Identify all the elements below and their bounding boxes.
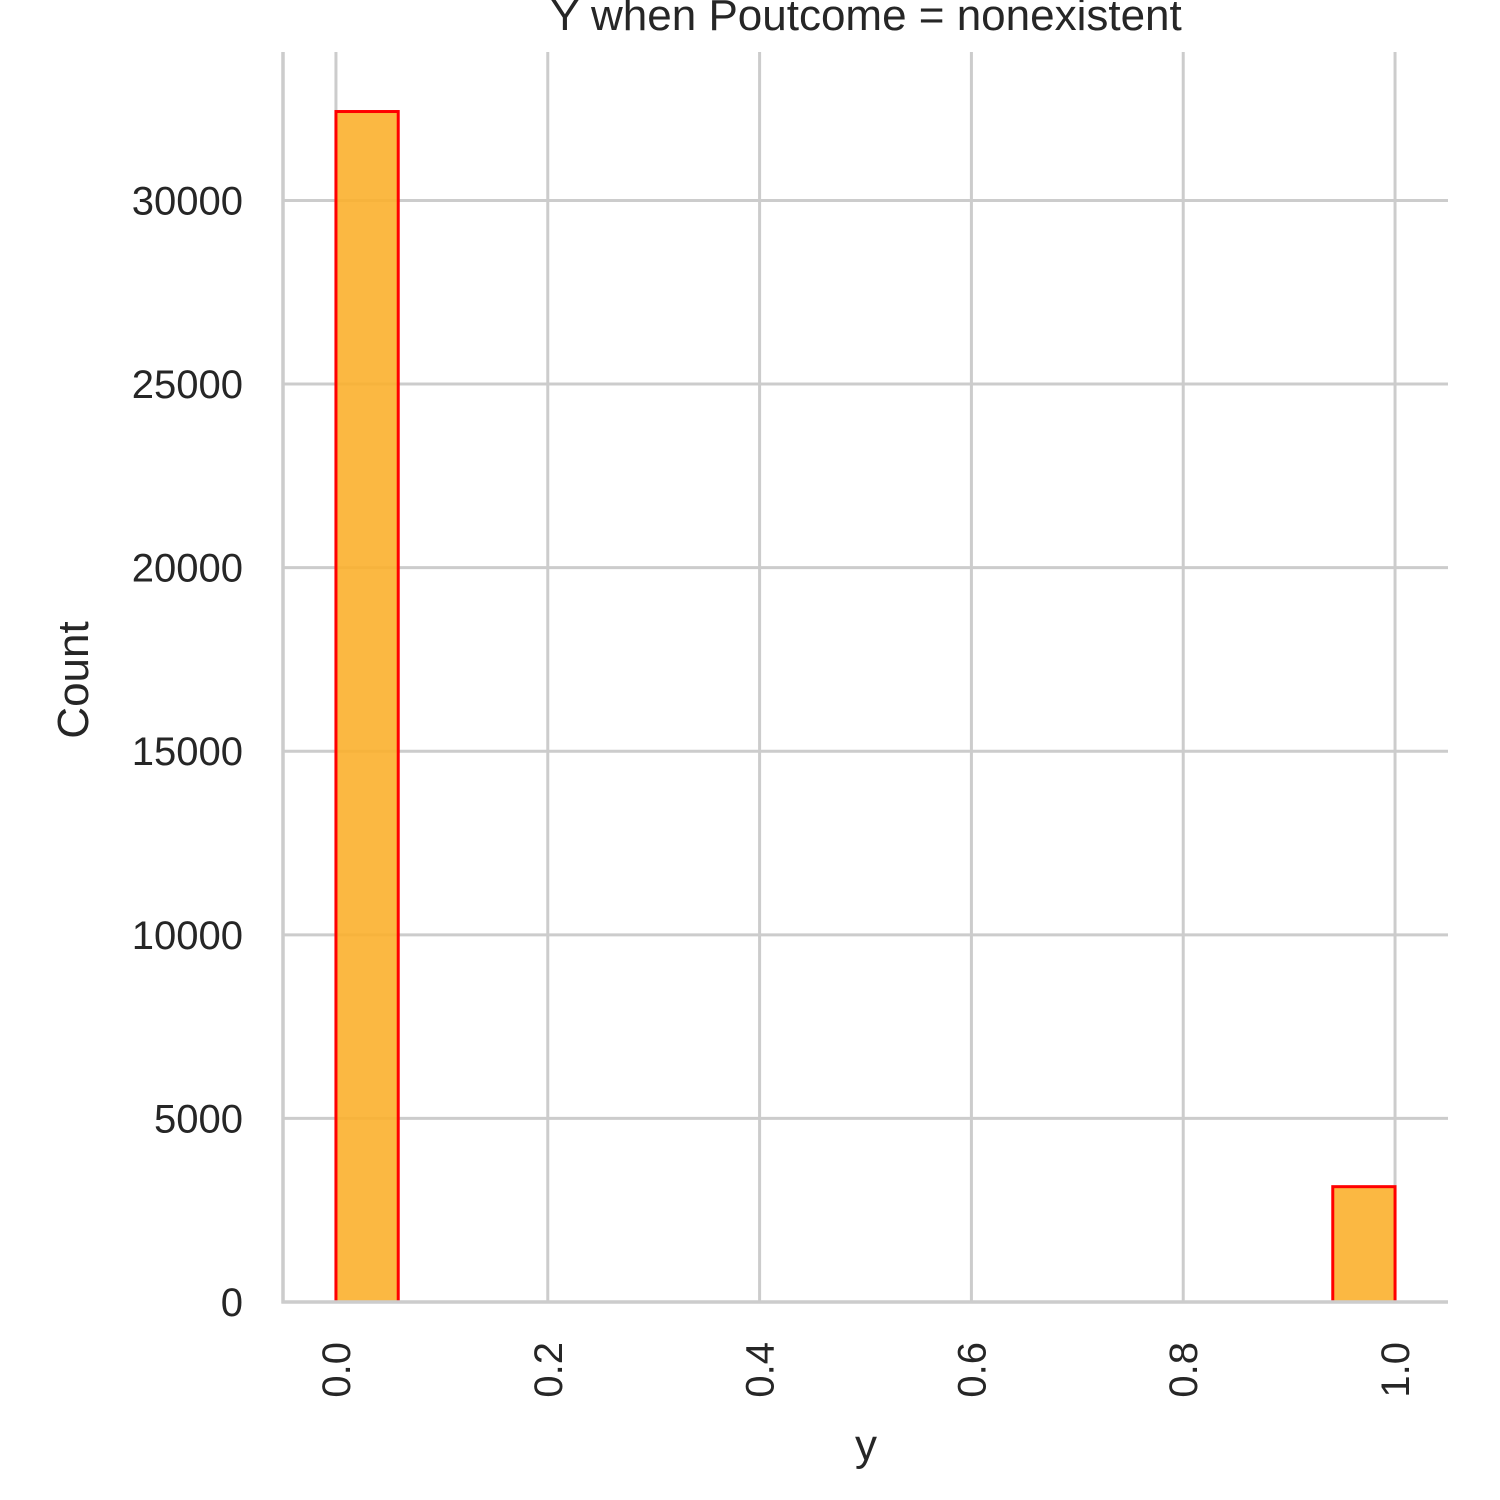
x-axis-label: y bbox=[855, 1421, 877, 1470]
x-tick-label-2: 0.4 bbox=[739, 1342, 783, 1398]
histogram-bar-1 bbox=[1331, 1185, 1397, 1304]
x-tick-label-1: 0.2 bbox=[527, 1342, 571, 1398]
y-tick-label-1: 5000 bbox=[154, 1097, 243, 1141]
y-tick-label-0: 0 bbox=[221, 1281, 243, 1325]
chart-title: Y when Poutcome = nonexistent bbox=[550, 0, 1182, 40]
y-tick-label-5: 25000 bbox=[132, 363, 243, 407]
bars-layer bbox=[334, 110, 1397, 1304]
y-tick-label-2: 10000 bbox=[132, 914, 243, 958]
tick-labels-layer: 0 5000 10000 15000 20000 25000 30000 0.0 0.2 0.4 0… bbox=[132, 179, 1418, 1397]
x-tick-label-4: 0.8 bbox=[1162, 1342, 1206, 1398]
grid-layer bbox=[283, 52, 1448, 1302]
y-tick-label-6: 30000 bbox=[132, 179, 243, 223]
y-tick-label-3: 15000 bbox=[132, 730, 243, 774]
y-axis-label: Count bbox=[49, 621, 98, 738]
x-tick-label-3: 0.6 bbox=[950, 1342, 994, 1398]
histogram-bar-0 bbox=[334, 110, 400, 1304]
y-tick-label-4: 20000 bbox=[132, 547, 243, 591]
x-tick-label-0: 0.0 bbox=[315, 1342, 359, 1398]
axes-layer bbox=[281, 52, 1448, 1304]
x-tick-label-5: 1.0 bbox=[1374, 1342, 1418, 1398]
